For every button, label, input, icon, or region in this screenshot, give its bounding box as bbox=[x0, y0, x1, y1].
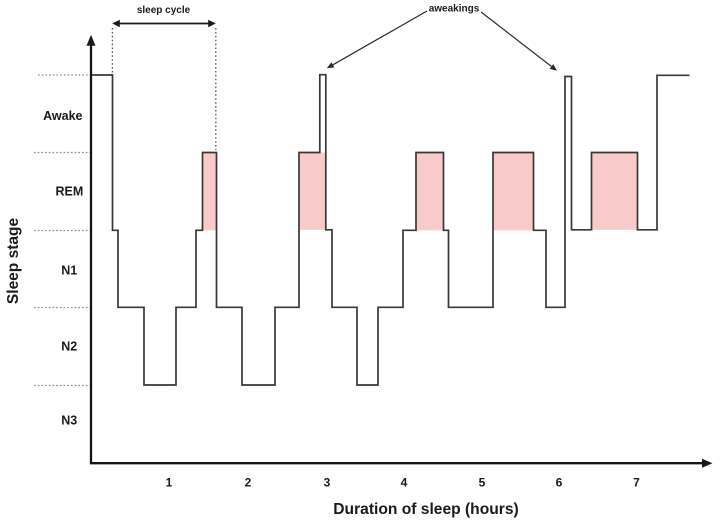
svg-text:REM: REM bbox=[56, 185, 84, 199]
svg-text:Sleep stage: Sleep stage bbox=[5, 218, 22, 305]
svg-text:N2: N2 bbox=[61, 340, 77, 354]
svg-text:4: 4 bbox=[401, 476, 408, 490]
svg-text:3: 3 bbox=[324, 476, 331, 490]
svg-text:Awake: Awake bbox=[43, 109, 82, 123]
svg-text:6: 6 bbox=[556, 476, 563, 490]
svg-text:7: 7 bbox=[633, 476, 640, 490]
svg-text:1: 1 bbox=[166, 476, 173, 490]
svg-text:2: 2 bbox=[245, 476, 252, 490]
svg-text:N1: N1 bbox=[61, 264, 77, 278]
svg-text:aweakings: aweakings bbox=[429, 4, 480, 15]
svg-text:N3: N3 bbox=[61, 414, 77, 428]
svg-text:Duration of sleep (hours): Duration of sleep (hours) bbox=[333, 501, 518, 518]
svg-text:5: 5 bbox=[479, 476, 486, 490]
svg-text:sleep cycle: sleep cycle bbox=[137, 5, 191, 16]
